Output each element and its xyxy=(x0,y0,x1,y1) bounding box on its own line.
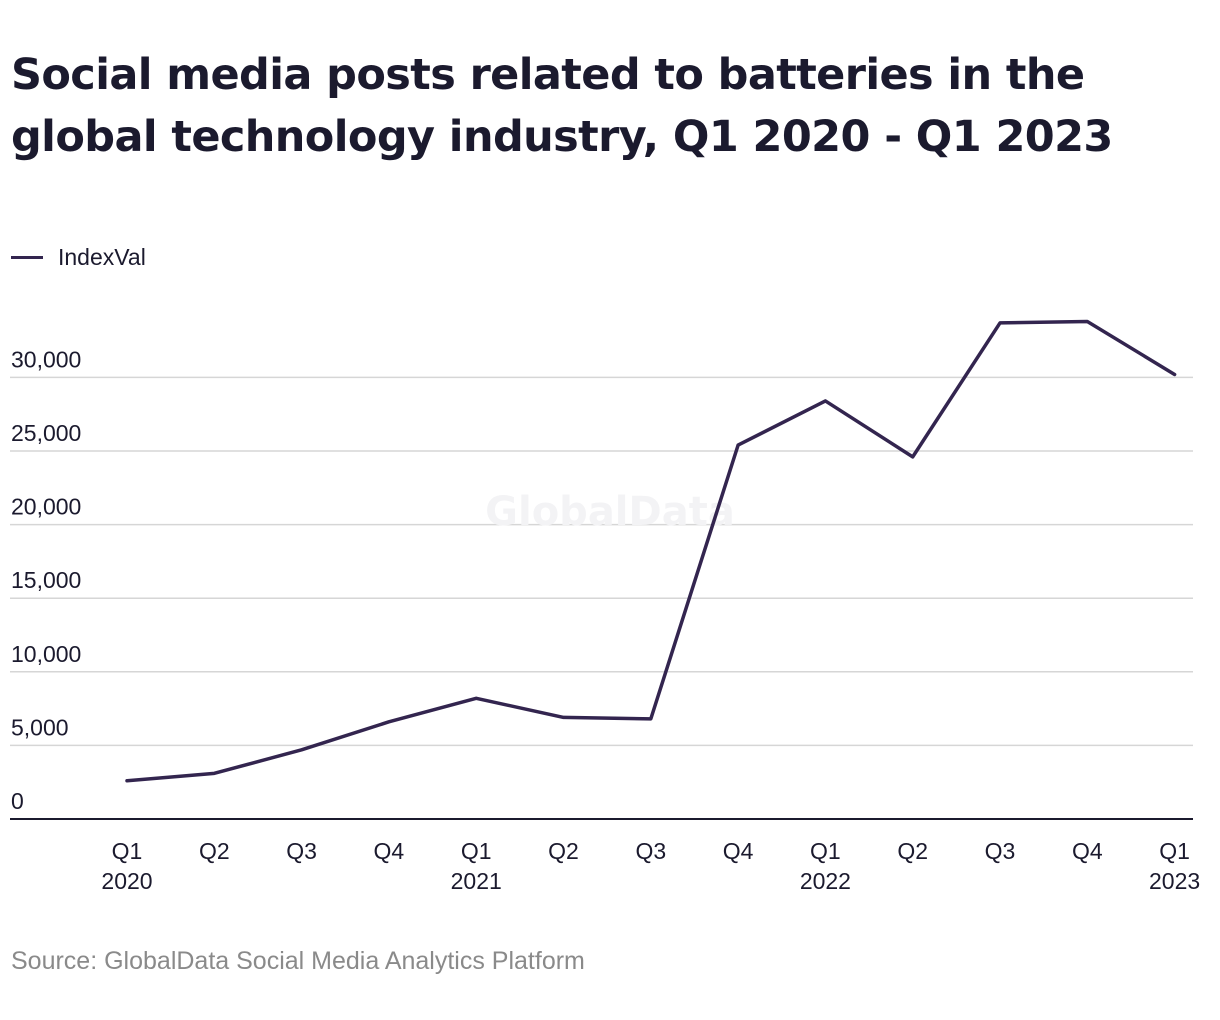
y-axis-labels: 0 5,000 10,000 15,000 20,000 25,000 30,000 xyxy=(11,346,81,814)
x-tick-label: Q4 xyxy=(723,838,754,864)
x-tick-year-label: 2020 xyxy=(101,868,152,894)
legend-label-indexval: IndexVal xyxy=(58,243,146,270)
x-tick-label: Q3 xyxy=(985,838,1016,864)
x-tick-year-label: 2023 xyxy=(1149,868,1200,894)
x-axis-labels: Q1 2020 Q2 Q3 Q4 Q1 2021 Q2 Q3 Q4 Q1 2022 Q2 Q3 Q4 Q1 20… xyxy=(101,838,1200,894)
x-tick-label: Q3 xyxy=(286,838,317,864)
series-group xyxy=(125,319,1177,783)
x-tick-label: Q1 xyxy=(461,838,492,864)
y-tick-label: 25,000 xyxy=(11,420,81,446)
chart-title: Social media posts related to batteries … xyxy=(11,50,1113,162)
x-tick-label: Q2 xyxy=(897,838,928,864)
x-tick-label: Q1 xyxy=(810,838,841,864)
x-tick-label: Q2 xyxy=(199,838,230,864)
x-tick-label: Q2 xyxy=(548,838,579,864)
y-tick-label: 30,000 xyxy=(11,346,81,372)
x-tick-label: Q4 xyxy=(374,838,405,864)
x-tick-label: Q3 xyxy=(635,838,666,864)
legend-swatch-indexval xyxy=(11,255,43,259)
y-tick-label: 0 xyxy=(11,788,24,814)
y-tick-label: 20,000 xyxy=(11,494,81,520)
source-note: Source: GlobalData Social Media Analytic… xyxy=(11,947,585,975)
legend: IndexVal xyxy=(11,243,146,271)
x-tick-year-label: 2022 xyxy=(800,868,851,894)
x-tick-label: Q1 xyxy=(1159,838,1190,864)
gridlines xyxy=(10,376,1193,747)
x-tick-year-label: 2021 xyxy=(451,868,502,894)
x-tick-label: Q1 xyxy=(112,838,143,864)
y-tick-label: 10,000 xyxy=(11,641,81,667)
watermark-text: GlobalData xyxy=(485,489,735,535)
line-chart: 0 5,000 10,000 15,000 20,000 25,000 30,000 Glo… xyxy=(10,319,1200,894)
x-tick-label: Q4 xyxy=(1072,838,1103,864)
series-line-indexval xyxy=(125,319,1177,783)
y-tick-label: 5,000 xyxy=(11,714,69,740)
y-tick-label: 15,000 xyxy=(11,567,81,593)
